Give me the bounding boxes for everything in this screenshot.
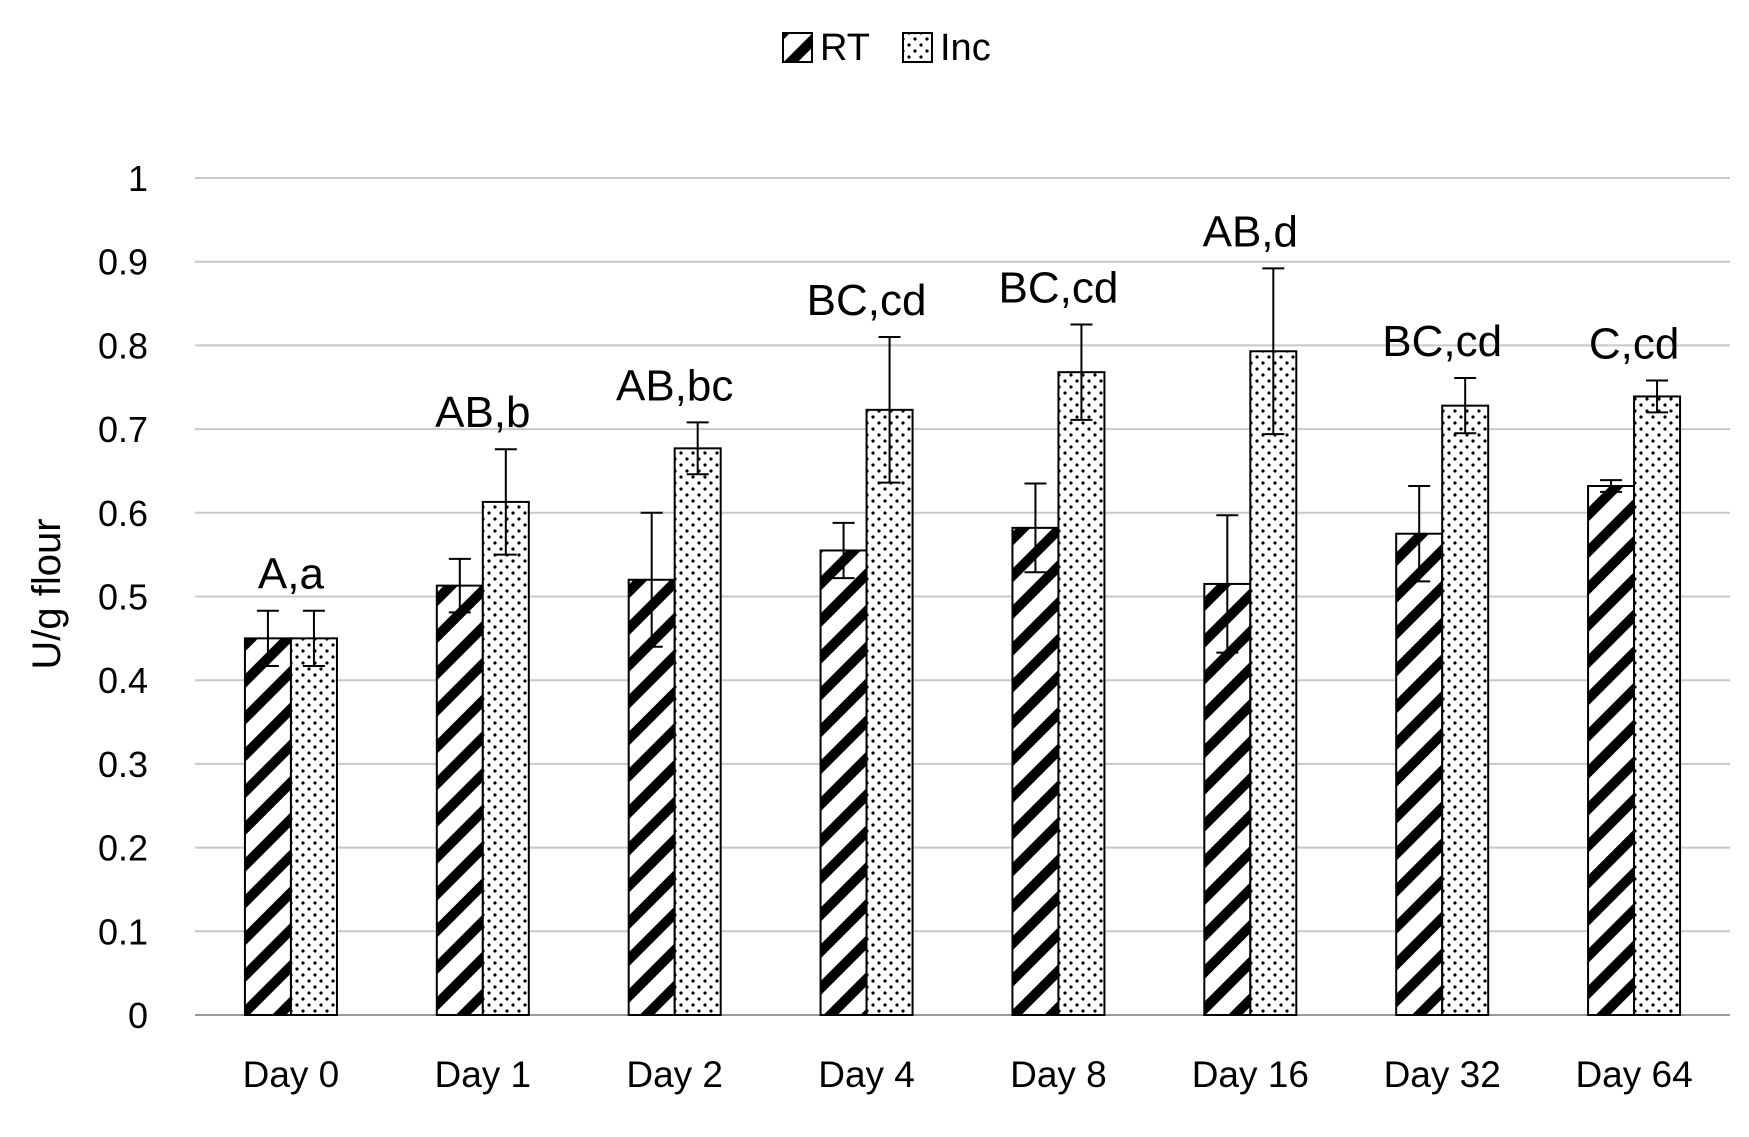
bar-inc — [1633, 395, 1682, 1017]
y-tick-label: 1 — [128, 158, 148, 199]
significance-label: BC,cd — [807, 276, 927, 325]
bar-inc — [481, 500, 530, 1016]
error-bar-rt — [448, 557, 471, 614]
bar-rt — [627, 578, 676, 1016]
error-bar-inc — [1070, 323, 1093, 421]
y-tick-label: 0.8 — [98, 325, 148, 366]
y-axis-ticks: 0 0.1 0.2 0.3 0.4 0.5 0.6 0.7 0.8 0.9 1 — [98, 158, 148, 1036]
error-bar-rt — [1600, 479, 1623, 493]
legend-label-inc: Inc — [940, 27, 991, 69]
y-tick-label: 0.6 — [98, 493, 148, 534]
y-tick-label: 0 — [128, 995, 148, 1036]
x-axis-categories: Day 0 Day 1 Day 2 Day 4 Day 8 Day 16 Day 32 Day… — [243, 1054, 1693, 1095]
x-category-label: Day 16 — [1192, 1054, 1309, 1095]
bar-inc — [1249, 350, 1298, 1017]
bar-inc — [1441, 404, 1490, 1016]
significance-label: A,a — [258, 550, 325, 599]
error-bar-rt — [1024, 482, 1047, 574]
bar-rt — [435, 584, 484, 1017]
bar-rt — [819, 549, 868, 1017]
error-bar-rt — [640, 511, 663, 648]
bar-rt — [1587, 485, 1636, 1016]
significance-label: AB,b — [435, 388, 530, 437]
x-category-label: Day 4 — [818, 1054, 915, 1095]
legend-label-rt: RT — [820, 27, 870, 69]
bar-rt — [1011, 526, 1060, 1017]
error-bar-rt — [256, 609, 279, 667]
x-category-label: Day 8 — [1010, 1054, 1107, 1095]
bar-inc — [673, 447, 722, 1016]
bars — [243, 350, 1682, 1017]
error-bar-inc — [686, 421, 709, 476]
error-bars — [256, 267, 1669, 667]
legend-swatch-rt — [782, 32, 813, 63]
y-tick-label: 0.9 — [98, 242, 148, 283]
significance-label: BC,cd — [1382, 317, 1502, 366]
significance-label: AB,bc — [616, 361, 733, 410]
error-bar-inc — [494, 448, 517, 556]
error-bar-inc — [1262, 267, 1285, 436]
error-bar-rt — [1216, 514, 1239, 654]
error-bar-inc — [878, 336, 901, 484]
x-category-label: Day 32 — [1384, 1054, 1501, 1095]
bar-rt — [243, 637, 292, 1016]
significance-label: C,cd — [1589, 320, 1679, 369]
error-bar-inc — [1454, 377, 1477, 435]
error-bar-rt — [1408, 485, 1431, 583]
y-tick-label: 0.7 — [98, 409, 148, 450]
x-category-label: Day 64 — [1575, 1054, 1692, 1095]
bar-inc — [1057, 371, 1106, 1016]
y-tick-label: 0.1 — [98, 911, 148, 952]
y-tick-label: 0.3 — [98, 744, 148, 785]
y-tick-label: 0.2 — [98, 828, 148, 869]
y-tick-label: 0.4 — [98, 660, 148, 701]
legend: RT Inc — [782, 27, 991, 69]
gridlines — [195, 177, 1730, 1016]
x-category-label: Day 0 — [243, 1054, 340, 1095]
x-category-label: Day 2 — [626, 1054, 723, 1095]
error-bar-inc — [302, 609, 325, 667]
significance-label: AB,d — [1203, 207, 1298, 256]
bar-rt — [1395, 532, 1444, 1016]
error-bar-inc — [1646, 379, 1669, 414]
y-tick-label: 0.5 — [98, 577, 148, 618]
y-axis-title: U/g flour — [25, 518, 69, 669]
bar-rt — [1203, 582, 1252, 1016]
significance-label: BC,cd — [999, 263, 1119, 312]
error-bar-rt — [832, 521, 855, 580]
bar-inc — [289, 637, 338, 1016]
legend-swatch-inc — [902, 32, 933, 63]
x-category-label: Day 1 — [434, 1054, 531, 1095]
bar-inc — [865, 408, 914, 1016]
significance-annotations: A,a AB,b AB,bc BC,cd BC,cd AB,d BC,cd C,cd — [258, 207, 1679, 598]
